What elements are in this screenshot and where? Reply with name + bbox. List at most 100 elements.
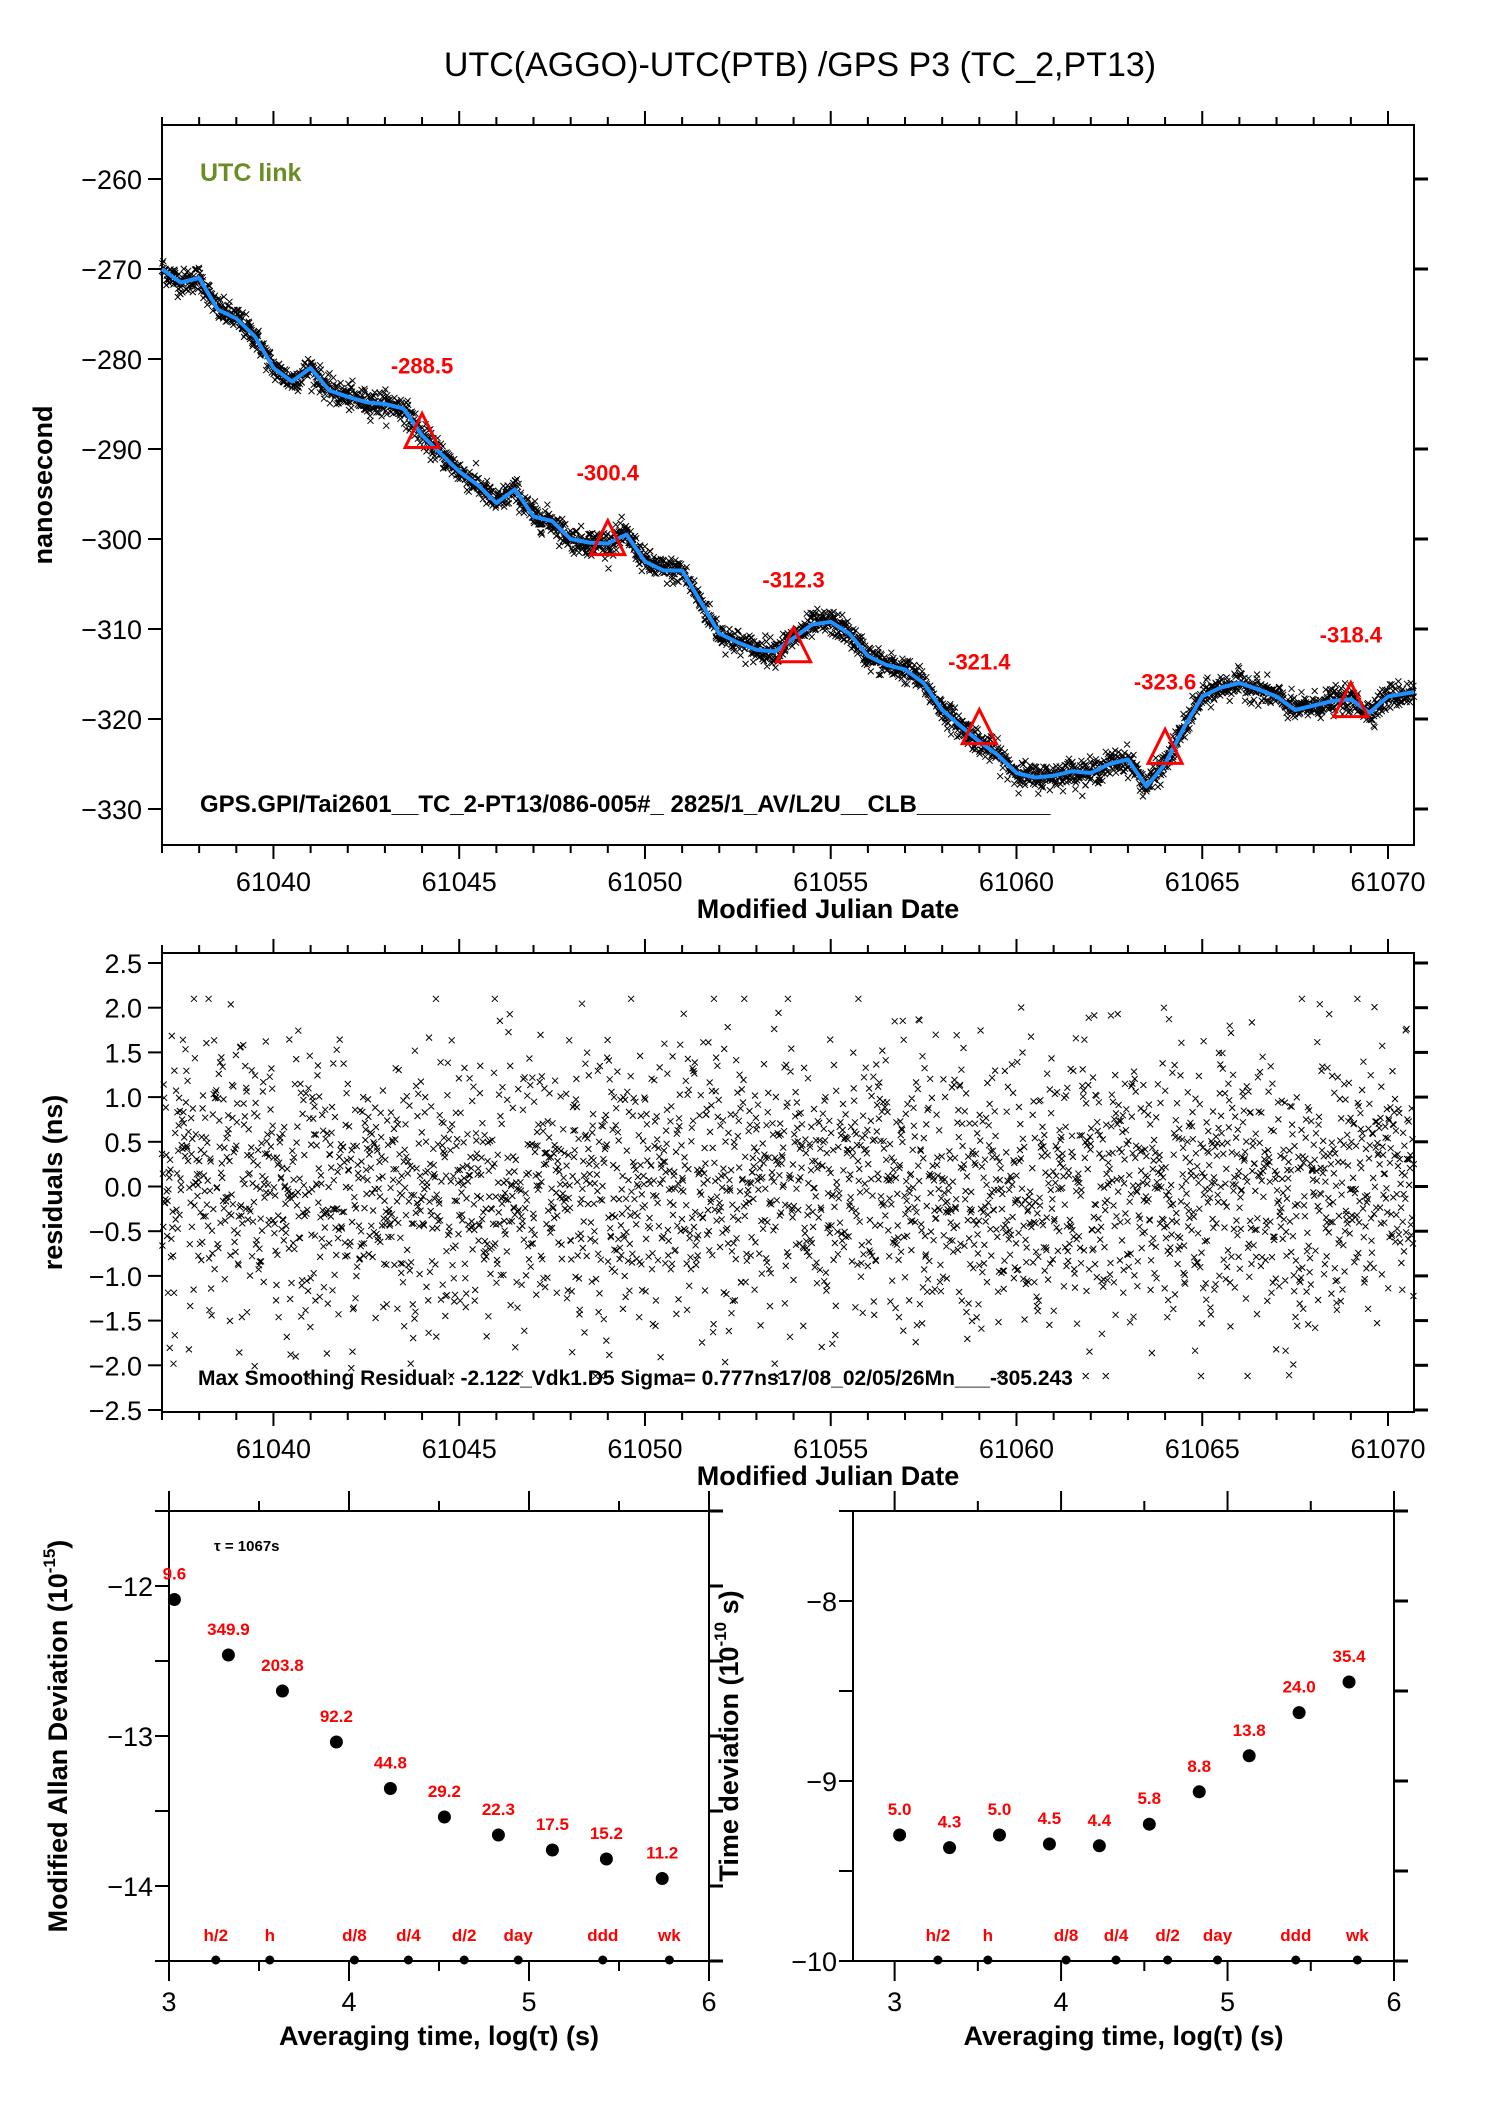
residuals-xtick-label: 61040	[236, 1434, 311, 1464]
modified-allan-point-label: 17.5	[536, 1815, 569, 1834]
time-deviation-xtick-label: 3	[887, 1987, 902, 2017]
residual-point-marks	[158, 995, 1418, 1380]
time-deviation-point	[943, 1841, 957, 1855]
time-deviation-ref-dot	[1163, 1955, 1173, 1965]
time-deviation-xlabel: Averaging time, log(τ) (s)	[963, 2021, 1283, 2051]
time-deviation-ref-dot	[983, 1955, 993, 1965]
residuals-xtick-label: 61060	[979, 1434, 1054, 1464]
time-deviation-point	[1042, 1837, 1056, 1851]
marker-label: -321.4	[948, 650, 1011, 675]
modified-allan-ref-label: d/4	[396, 1926, 421, 1945]
modified-allan-point	[545, 1843, 559, 1857]
time-deviation-point	[893, 1828, 907, 1842]
modified-allan-ylabel: Modified Allan Deviation (10-15)	[40, 1540, 73, 1933]
modified-allan-point-label: 29.2	[428, 1782, 461, 1801]
time-deviation-point	[1192, 1785, 1206, 1799]
time-deviation-xtick-label: 5	[1220, 1987, 1235, 2017]
time-series-xtick-label: 61065	[1165, 867, 1240, 897]
time-deviation-ref-label: d/4	[1104, 1926, 1129, 1945]
time-deviation-ref-label: h	[983, 1926, 993, 1945]
modified-allan-ref-dot	[265, 1955, 275, 1965]
time-series-xtick-label: 61050	[607, 867, 682, 897]
time-series-panel: 61040 61045 61050 61055 61060 61065 61070 Modif…	[28, 111, 1428, 924]
time-deviation-xtick-label: 4	[1054, 1987, 1069, 2017]
time-series-footer-note: GPS.GPI/Tai2601__TC_2-PT13/086-005#_ 282…	[200, 791, 1051, 818]
modified-allan-ref-dot	[211, 1955, 221, 1965]
modified-allan-point	[167, 1593, 181, 1606]
marker-triangle	[1145, 726, 1185, 765]
modified-allan-ref-label: ddd	[587, 1926, 618, 1945]
time-deviation-ref-label: d/2	[1155, 1926, 1180, 1945]
residuals-ytick-label: −2.5	[89, 1396, 142, 1426]
time-series-ytick-label: −310	[81, 615, 142, 645]
time-deviation-panel: 3 4 5 6 Averaging time, log(τ) (s) −8 −9 −10 Tim…	[711, 1491, 1408, 2051]
time-series-ytick-label: −270	[81, 255, 142, 285]
time-deviation-ref-label: wk	[1345, 1926, 1369, 1945]
marker-triangle	[774, 624, 813, 664]
residuals-ytick-label: −1.5	[89, 1307, 142, 1337]
residuals-frame	[161, 952, 1415, 1413]
modified-allan-point	[437, 1810, 451, 1824]
modified-allan-ref-dot	[403, 1955, 413, 1965]
modified-allan-ref-dot	[664, 1955, 674, 1965]
modified-allan-ytick-label: −12	[107, 1572, 153, 1602]
residuals-ytick-label: −2.0	[89, 1351, 142, 1381]
raw-points	[158, 257, 1418, 800]
time-series-xtick-label: 61040	[236, 867, 311, 897]
modified-allan-ref-label: day	[504, 1926, 534, 1945]
time-deviation-ref-dot	[1352, 1955, 1362, 1965]
time-deviation-ref-dot	[1213, 1955, 1223, 1965]
modified-allan-point-label: 22.3	[482, 1800, 515, 1819]
time-series-ytick-label: −260	[81, 165, 142, 195]
modified-allan-point	[329, 1735, 343, 1749]
time-deviation-point	[1092, 1839, 1106, 1853]
modified-allan-point	[491, 1828, 505, 1842]
time-series-xlabel: Modified Julian Date	[697, 894, 960, 924]
residuals-ytick-label: 0.5	[104, 1128, 142, 1158]
modified-allan-point-label: 44.8	[374, 1754, 407, 1773]
residuals-xtick-label: 61045	[422, 1434, 497, 1464]
marker-triangle	[402, 410, 442, 449]
residuals-panel: 61040 61045 61050 61055 61060 61065 61070 Modif…	[38, 939, 1428, 1491]
residuals-xlabel: Modified Julian Date	[697, 1461, 960, 1491]
time-deviation-point-label: 4.5	[1038, 1809, 1062, 1828]
modified-allan-ref-dot	[459, 1955, 469, 1965]
modified-allan-point-label: 15.2	[590, 1824, 623, 1843]
modified-allan-point	[221, 1648, 235, 1662]
modified-allan-frame	[168, 1510, 710, 1962]
modified-allan-ytick-label: −14	[107, 1872, 153, 1902]
chart-title: UTC(AGGO)-UTC(PTB) /GPS P3 (TC_2,PT13)	[444, 46, 1156, 84]
time-deviation-point	[1292, 1706, 1306, 1720]
time-deviation-xtick-label: 6	[1386, 1987, 1401, 2017]
time-series-xtick-label: 61045	[422, 867, 497, 897]
marker-label: -288.5	[391, 354, 453, 379]
time-series-xtick-label: 61055	[793, 867, 868, 897]
time-deviation-ref-dot	[933, 1955, 943, 1965]
modified-allan-xtick-label: 5	[521, 1987, 536, 2017]
time-deviation-ylabel: Time deviation (10-10 s)	[711, 1590, 744, 1881]
time-deviation-ref-dot	[1291, 1955, 1301, 1965]
modified-allan-point-label: 203.8	[261, 1656, 304, 1675]
marker-triangle	[1331, 679, 1371, 719]
time-deviation-point-label: 8.8	[1187, 1757, 1211, 1776]
residuals-xtick-label: 61065	[1165, 1434, 1240, 1464]
marker-label: -323.6	[1134, 669, 1196, 694]
time-deviation-point-label: 35.4	[1333, 1647, 1367, 1666]
residuals-ytick-label: 1.5	[104, 1038, 142, 1068]
modified-allan-xtick-label: 6	[701, 1987, 716, 2017]
time-deviation-frame	[852, 1510, 1395, 1962]
time-deviation-point-label: 4.4	[1088, 1811, 1112, 1830]
time-deviation-ref-label: h/2	[926, 1926, 951, 1945]
time-deviation-point-label: 5.8	[1137, 1789, 1161, 1808]
time-deviation-ref-label: day	[1203, 1926, 1233, 1945]
modified-allan-ref-label: h/2	[204, 1926, 229, 1945]
residuals-footer-note: Max Smoothing Residual: -2.122_Vdk1.D5 S…	[198, 1367, 1073, 1390]
modified-allan-ref-label: d/8	[342, 1926, 367, 1945]
time-deviation-ytick-label: −8	[806, 1587, 837, 1617]
residuals-ylabel: residuals (ns)	[38, 1095, 68, 1271]
time-deviation-ref-label: d/8	[1054, 1926, 1079, 1945]
modified-allan-ref-dot	[513, 1955, 523, 1965]
time-series-ytick-label: −280	[81, 345, 142, 375]
time-series-ytick-label: −290	[81, 435, 142, 465]
